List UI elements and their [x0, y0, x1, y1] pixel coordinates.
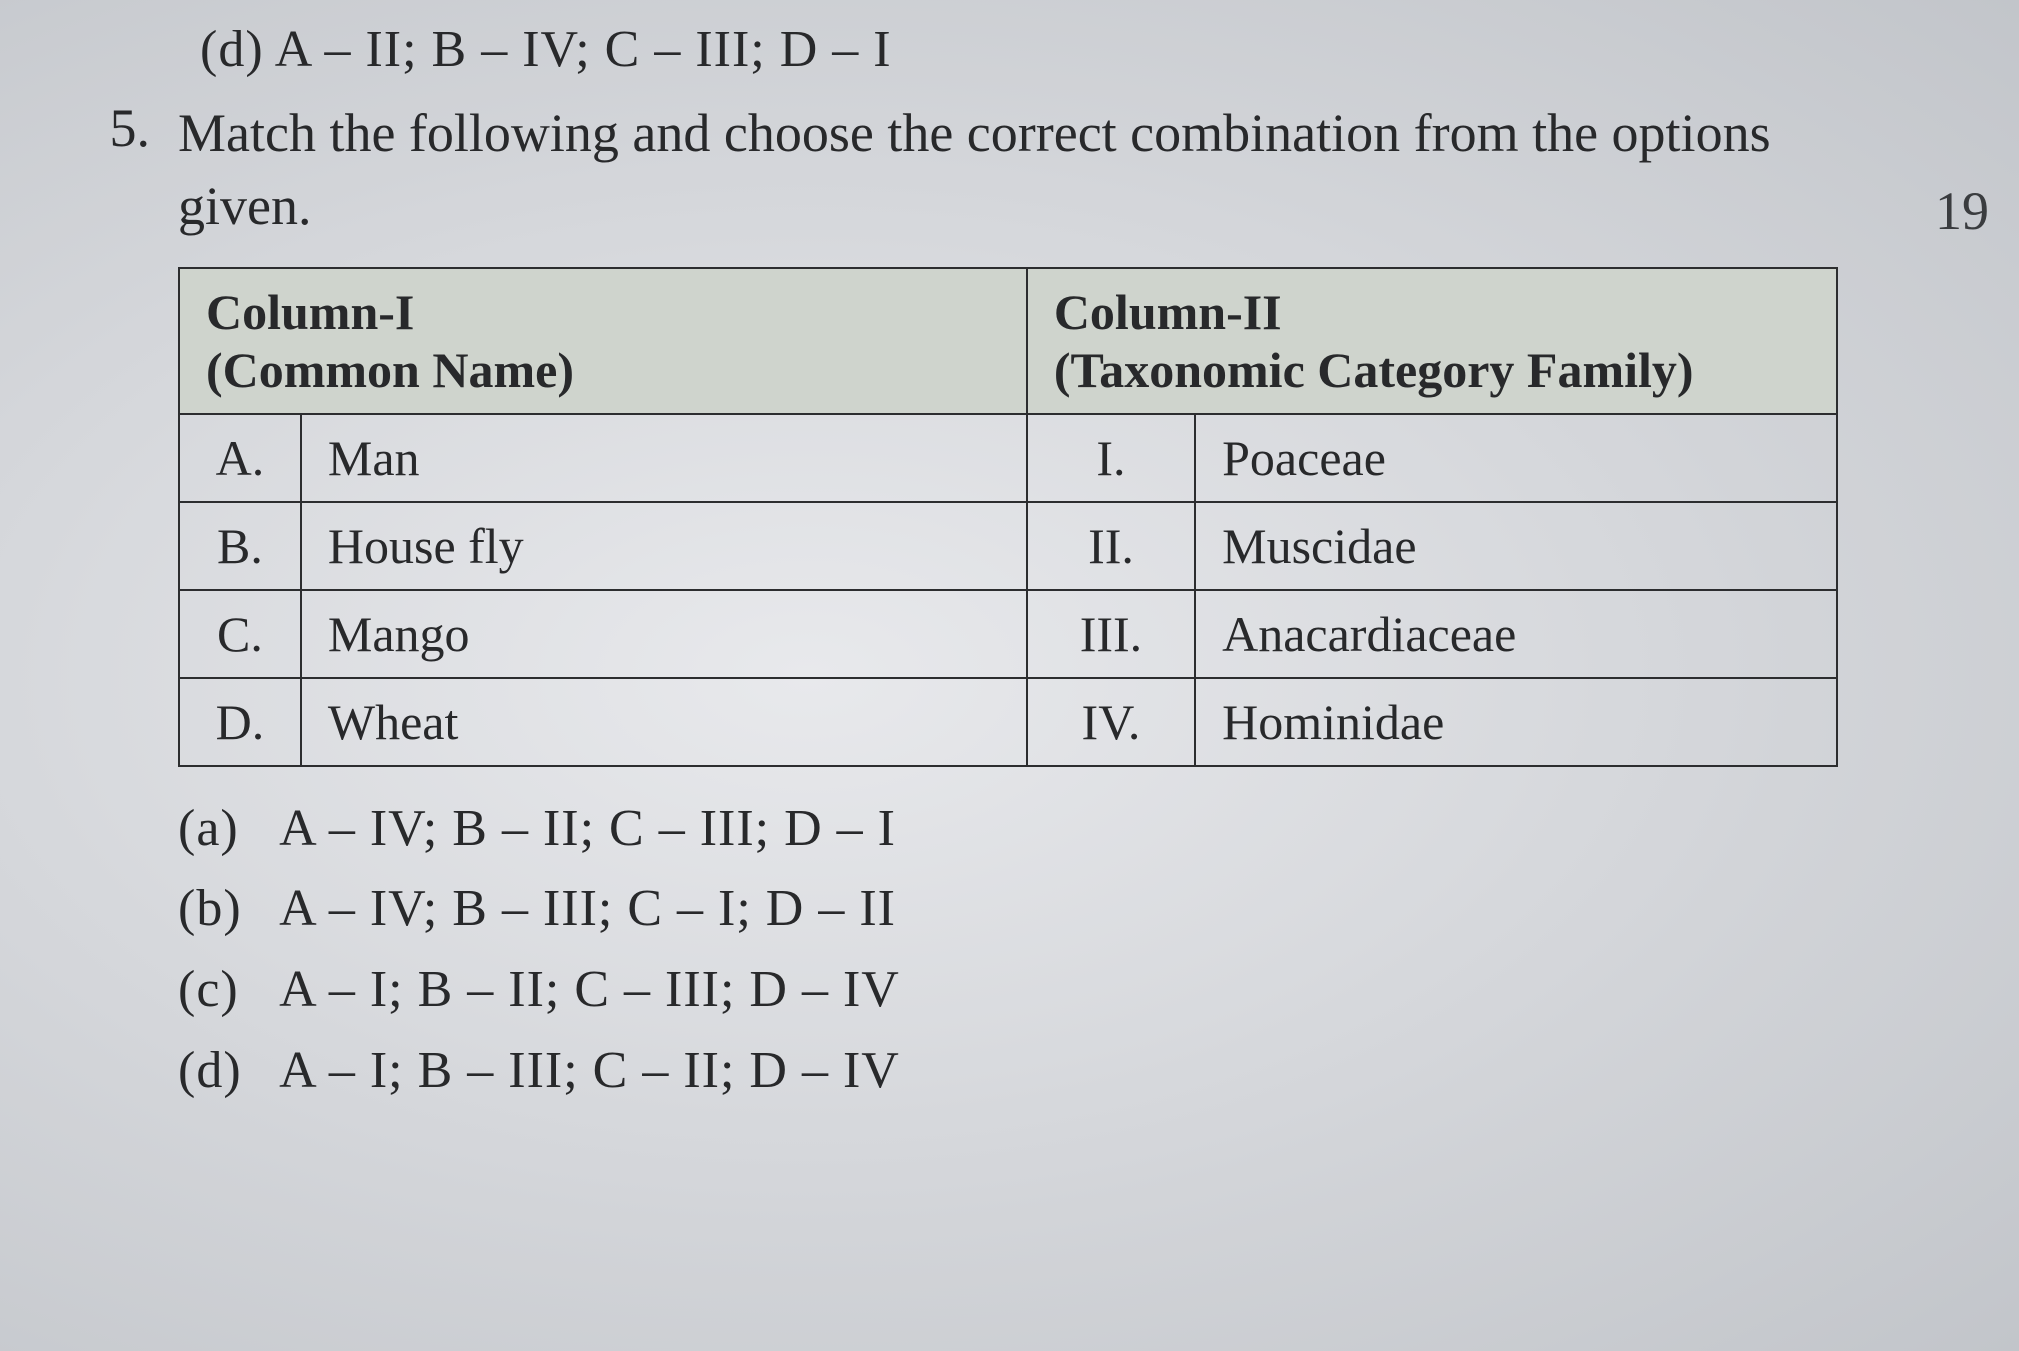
col2-subtitle: (Taxonomic Category Family) — [1054, 342, 1694, 398]
cell-letter: C. — [179, 590, 301, 678]
table-header-row: Column-I (Common Name) Column-II (Taxono… — [179, 268, 1837, 414]
previous-question-option-d: (d) A – II; B – IV; C – III; D – I — [200, 20, 1959, 79]
option-b-label: (b) — [178, 869, 268, 950]
option-b-text: A – IV; B – III; C – I; D – II — [279, 880, 896, 937]
cell-name: House fly — [301, 502, 1027, 590]
table-row: D. Wheat IV. Hominidae — [179, 678, 1837, 766]
cell-family: Muscidae — [1195, 502, 1837, 590]
cell-letter: B. — [179, 502, 301, 590]
option-d-label: (d) — [178, 1031, 268, 1112]
option-c-text: A – I; B – II; C – III; D – IV — [279, 961, 900, 1018]
question-5: 5. Match the following and choose the co… — [60, 97, 1959, 1111]
cell-roman: II. — [1027, 502, 1195, 590]
cell-family: Anacardiaceae — [1195, 590, 1837, 678]
table-row: C. Mango III. Anacardiaceae — [179, 590, 1837, 678]
answer-options: (a) A – IV; B – II; C – III; D – I (b) A… — [178, 789, 1959, 1111]
option-d: (d) A – I; B – III; C – II; D – IV — [178, 1031, 1959, 1112]
cell-name: Man — [301, 414, 1027, 502]
table-header-col1: Column-I (Common Name) — [179, 268, 1027, 414]
question-number: 5. — [60, 97, 178, 159]
option-c-label: (c) — [178, 950, 268, 1031]
cell-letter: A. — [179, 414, 301, 502]
option-d-text: A – I; B – III; C – II; D – IV — [279, 1042, 900, 1099]
col2-title: Column-II — [1054, 284, 1282, 340]
col1-subtitle: (Common Name) — [206, 342, 574, 398]
option-c: (c) A – I; B – II; C – III; D – IV — [178, 950, 1959, 1031]
cell-letter: D. — [179, 678, 301, 766]
match-table: Column-I (Common Name) Column-II (Taxono… — [178, 267, 1838, 767]
cell-roman: IV. — [1027, 678, 1195, 766]
side-page-number: 19 — [1935, 180, 1989, 242]
cell-roman: III. — [1027, 590, 1195, 678]
col1-title: Column-I — [206, 284, 414, 340]
question-stem: Match the following and choose the corre… — [178, 97, 1878, 243]
option-a: (a) A – IV; B – II; C – III; D – I — [178, 789, 1959, 870]
cell-roman: I. — [1027, 414, 1195, 502]
table-row: B. House fly II. Muscidae — [179, 502, 1837, 590]
option-a-label: (a) — [178, 789, 268, 870]
question-body: Match the following and choose the corre… — [178, 97, 1959, 1111]
cell-family: Hominidae — [1195, 678, 1837, 766]
option-a-text: A – IV; B – II; C – III; D – I — [279, 800, 896, 857]
cell-name: Wheat — [301, 678, 1027, 766]
table-header-col2: Column-II (Taxonomic Category Family) — [1027, 268, 1837, 414]
page-container: (d) A – II; B – IV; C – III; D – I 5. Ma… — [0, 0, 2019, 1111]
cell-name: Mango — [301, 590, 1027, 678]
cell-family: Poaceae — [1195, 414, 1837, 502]
option-b: (b) A – IV; B – III; C – I; D – II — [178, 869, 1959, 950]
table-row: A. Man I. Poaceae — [179, 414, 1837, 502]
